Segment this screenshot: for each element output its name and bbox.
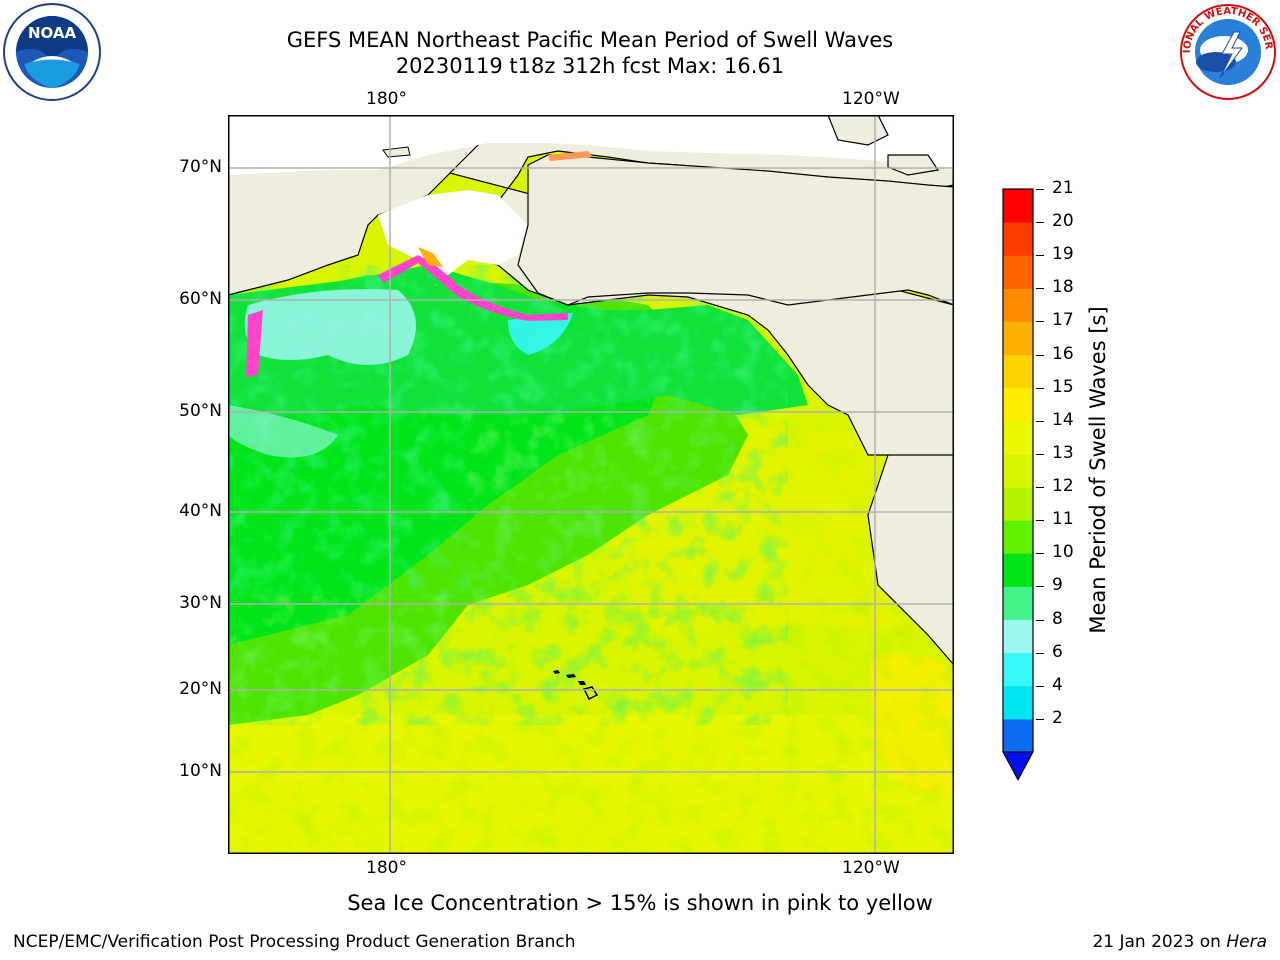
colorbar-tick-mark xyxy=(1036,553,1044,555)
colorbar-segment xyxy=(1003,652,1033,687)
generation-date: 21 Jan 2023 on Hera xyxy=(1092,932,1267,952)
colorbar-tick-mark xyxy=(1036,586,1044,588)
colorbar-segment xyxy=(1003,288,1033,322)
colorbar-segment xyxy=(1003,420,1033,455)
forecast-subtitle: 20230119 t18z 312h fcst Max: 16.61 xyxy=(395,54,785,78)
bristol-cyan-patch xyxy=(508,313,573,355)
colorbar-tick-mark xyxy=(1036,255,1044,257)
svg-text:NOAA: NOAA xyxy=(28,24,77,42)
colorbar xyxy=(1000,186,1036,786)
lat-label-10n: 10°N xyxy=(179,761,222,781)
machine-name: Hera xyxy=(1226,932,1267,952)
colorbar-tick-label: 6 xyxy=(1052,641,1063,662)
hawaii-big-island xyxy=(582,686,599,701)
colorbar-tick-label: 11 xyxy=(1052,509,1074,530)
map-panel xyxy=(227,114,955,854)
graticule xyxy=(228,115,954,854)
colorbar-tick-mark xyxy=(1036,321,1044,323)
colorbar-tick-label: 9 xyxy=(1052,575,1063,596)
lat-label-20n: 20°N xyxy=(179,679,222,699)
colorbar-tick-label: 14 xyxy=(1052,409,1074,430)
bering-cyan-patch xyxy=(244,289,416,365)
lat-label-50n: 50°N xyxy=(179,401,222,421)
hawaii-island-2 xyxy=(566,674,576,678)
hawaii-island-3 xyxy=(578,681,586,685)
colorbar-tick-mark xyxy=(1036,354,1044,356)
colorbar-tick-mark xyxy=(1036,453,1044,455)
colorbar-tick-mark xyxy=(1036,387,1044,389)
colorbar-segment xyxy=(1003,255,1033,289)
colorbar-tick-label: 2 xyxy=(1052,707,1063,728)
yellow-green-mottle xyxy=(228,595,954,854)
colorbar-tick-label: 10 xyxy=(1052,542,1074,563)
date-text: 21 Jan 2023 on xyxy=(1092,932,1221,952)
colorbar-tick-mark xyxy=(1036,685,1044,687)
map-border xyxy=(228,115,954,854)
arctic-ocean xyxy=(228,115,954,175)
colorbar-tick-mark xyxy=(1036,420,1044,422)
colorbar-segment xyxy=(1003,354,1033,389)
colorbar-segment xyxy=(1003,718,1033,753)
ice-edge-orange xyxy=(418,247,443,267)
colorbar-tick-label: 15 xyxy=(1052,376,1074,397)
colorbar-tick-label: 18 xyxy=(1052,277,1074,298)
colorbar-tick-mark xyxy=(1036,652,1044,654)
map-title: GEFS MEAN Northeast Pacific Mean Period … xyxy=(286,28,894,52)
colorbar-segment xyxy=(1003,619,1033,654)
nws-logo: NATIONAL WEATHER SERVICE xyxy=(1174,0,1278,102)
colorbar-tick-mark xyxy=(1036,520,1044,522)
colorbar-tick-label: 16 xyxy=(1052,343,1074,364)
colorbar-segment xyxy=(1003,222,1033,256)
colorbar-segment xyxy=(1003,586,1033,621)
aleutian-cyan-patch xyxy=(228,405,338,458)
colorbar-tick-label: 13 xyxy=(1052,442,1074,463)
lat-label-30n: 30°N xyxy=(179,593,222,613)
colorbar-tick-label: 8 xyxy=(1052,608,1063,629)
colorbar-tick-label: 19 xyxy=(1052,244,1074,265)
colorbar-tick-label: 17 xyxy=(1052,310,1074,331)
colorbar-tick-mark xyxy=(1036,718,1044,720)
colorbar-extend-arrow xyxy=(1002,751,1034,782)
hawaii-island-1 xyxy=(553,670,560,674)
colorbar-segment xyxy=(1003,487,1033,521)
credit-text: NCEP/EMC/Verification Post Processing Pr… xyxy=(13,932,576,952)
colorbar-segment xyxy=(1003,453,1033,488)
lat-label-40n: 40°N xyxy=(179,501,222,521)
colorbar-segment xyxy=(1003,685,1033,720)
colorbar-segment xyxy=(1003,321,1033,356)
lon-label-top-120w: 120°W xyxy=(842,89,900,109)
colorbar-tick-mark xyxy=(1036,487,1044,489)
lon-label-bottom-180: 180° xyxy=(366,858,407,878)
colorbar-tick-label: 21 xyxy=(1052,178,1074,198)
lon-label-bottom-120w: 120°W xyxy=(842,858,900,878)
swell-period-map xyxy=(227,114,955,854)
arctic-island-2 xyxy=(887,154,940,176)
colorbar-graphic xyxy=(1002,188,1034,782)
colorbar-segment xyxy=(1003,189,1033,223)
colorbar-segment xyxy=(1003,520,1033,554)
lat-label-70n: 70°N xyxy=(179,157,222,177)
ice-edge-west xyxy=(246,310,263,377)
sea-ice-bering xyxy=(378,190,528,275)
lat-label-60n: 60°N xyxy=(179,289,222,309)
sea-ice-caption: Sea Ice Concentration > 15% is shown in … xyxy=(347,891,933,915)
colorbar-tick-mark xyxy=(1036,288,1044,290)
colorbar-tick-label: 20 xyxy=(1052,211,1074,232)
colorbar-tick-mark xyxy=(1036,222,1044,224)
ice-edge-north xyxy=(548,151,593,161)
colorbar-segment xyxy=(1003,387,1033,422)
colorbar-tick-label: 4 xyxy=(1052,674,1063,695)
colorbar-tick-mark xyxy=(1036,619,1044,621)
ice-edge-pink xyxy=(378,255,568,321)
noaa-logo: NOAA xyxy=(2,2,102,102)
colorbar-tick-label: 12 xyxy=(1052,476,1074,497)
colorbar-tick-mark xyxy=(1036,189,1044,190)
colorbar-segment xyxy=(1003,553,1033,587)
lon-label-top-180: 180° xyxy=(366,89,407,109)
colorbar-title: Mean Period of Swell Waves [s] xyxy=(1086,306,1110,634)
